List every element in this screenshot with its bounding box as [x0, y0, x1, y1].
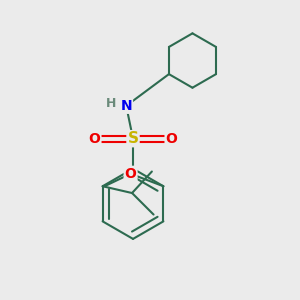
Text: H: H: [106, 97, 117, 110]
Text: S: S: [128, 131, 139, 146]
Text: O: O: [124, 167, 136, 181]
Text: N: N: [120, 99, 132, 113]
Text: O: O: [88, 132, 101, 146]
Text: O: O: [166, 132, 178, 146]
